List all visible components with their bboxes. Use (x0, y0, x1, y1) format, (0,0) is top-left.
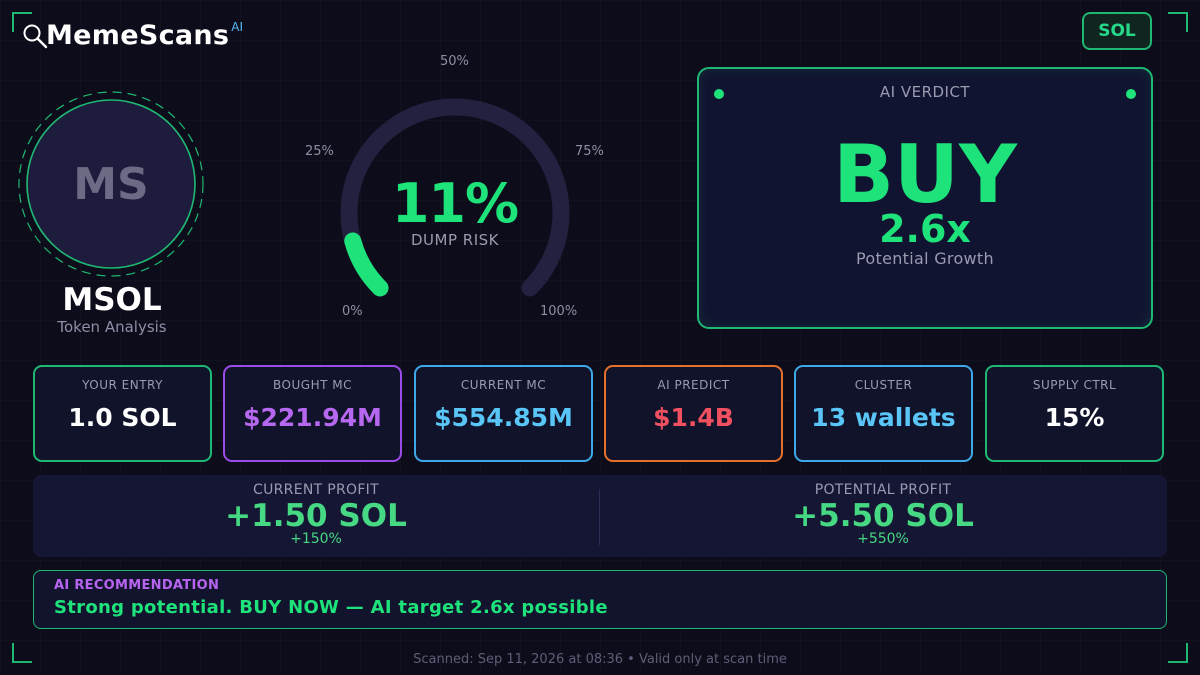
stat-value: 15% (1044, 403, 1105, 432)
brand-name: MemeScans (46, 20, 230, 51)
scan-timestamp: Scanned: Sep 11, 2026 at 08:36 • Valid o… (413, 652, 787, 667)
corner-bracket (12, 12, 32, 32)
potential-profit-value: +5.50 SOL (792, 498, 974, 534)
stat-card-cluster: CLUSTER 13 wallets (794, 365, 973, 462)
chain-badge[interactable]: SOL (1082, 12, 1152, 50)
status-dot (1126, 89, 1136, 99)
dump-risk-label: DUMP RISK (411, 231, 499, 249)
token-subtitle: Token Analysis (57, 318, 167, 336)
stat-value: $554.85M (434, 403, 573, 432)
stat-card-your-entry: YOUR ENTRY 1.0 SOL (33, 365, 212, 462)
gauge-arc (340, 98, 570, 297)
brand-superscript: AI (231, 20, 244, 34)
token-avatar: MS (15, 88, 207, 280)
gauge-tick-0: 0% (342, 304, 363, 319)
stat-card-supply-ctrl: SUPPLY CTRL 15% (985, 365, 1164, 462)
status-dot (714, 89, 724, 99)
stat-label: SUPPLY CTRL (1032, 378, 1117, 392)
verdict-description: Potential Growth (856, 249, 994, 268)
gauge-fill (344, 232, 389, 297)
token-symbol: MSOL (62, 282, 162, 318)
dump-risk-value: 11% (391, 172, 519, 235)
avatar-initials: MS (73, 158, 149, 210)
current-profit-label: CURRENT PROFIT (253, 482, 379, 498)
avatar-ring (18, 91, 204, 277)
ai-recommendation: AI RECOMMENDATION Strong potential. BUY … (33, 570, 1167, 629)
current-profit-percent: +150% (290, 531, 342, 547)
stat-label: CURRENT MC (460, 378, 547, 392)
gauge-tick-100: 100% (540, 304, 578, 319)
gauge-tick-75: 75% (575, 144, 604, 159)
recommendation-title: AI RECOMMENDATION (54, 578, 220, 593)
stat-label: AI PREDICT (657, 378, 730, 392)
divider (599, 489, 600, 545)
stat-card-current-mc: CURRENT MC $554.85M (414, 365, 593, 462)
potential-profit-label: POTENTIAL PROFIT (814, 482, 952, 498)
verdict-call: BUY (833, 128, 1017, 221)
stat-value: 1.0 SOL (68, 403, 177, 432)
current-profit-value: +1.50 SOL (225, 498, 407, 534)
brand-logo: MemeScans AI (22, 20, 243, 51)
ai-verdict-panel: AI VERDICT BUY 2.6x Potential Growth (697, 67, 1153, 329)
corner-bracket (1168, 12, 1188, 32)
stat-card-bought-mc: BOUGHT MC $221.94M (223, 365, 402, 462)
gauge-tick-25: 25% (305, 144, 334, 159)
stat-value: $1.4B (653, 403, 734, 432)
gauge-tick-50: 50% (440, 54, 469, 69)
verdict-multiplier: 2.6x (879, 207, 971, 251)
potential-profit: POTENTIAL PROFIT +5.50 SOL +550% (600, 475, 1166, 557)
current-profit: CURRENT PROFIT +1.50 SOL +150% (33, 475, 599, 557)
stat-card-ai-predict: AI PREDICT $1.4B (604, 365, 783, 462)
stat-value: $221.94M (243, 403, 382, 432)
potential-profit-percent: +550% (857, 531, 909, 547)
stat-label: CLUSTER (854, 378, 913, 392)
magnifier-icon (23, 24, 48, 49)
recommendation-text: Strong potential. BUY NOW — AI target 2.… (54, 597, 608, 618)
corner-bracket (12, 643, 32, 663)
profit-summary: CURRENT PROFIT +1.50 SOL +150% POTENTIAL… (33, 475, 1167, 557)
stat-value: 13 wallets (811, 403, 956, 432)
stat-label: BOUGHT MC (273, 378, 352, 392)
dump-risk-gauge: 0% 25% 50% 75% 100% 11% DUMP RISK (300, 50, 610, 330)
gauge-track (340, 98, 570, 297)
corner-bracket (1168, 643, 1188, 663)
verdict-title: AI VERDICT (879, 83, 971, 101)
stat-label: YOUR ENTRY (82, 378, 163, 392)
